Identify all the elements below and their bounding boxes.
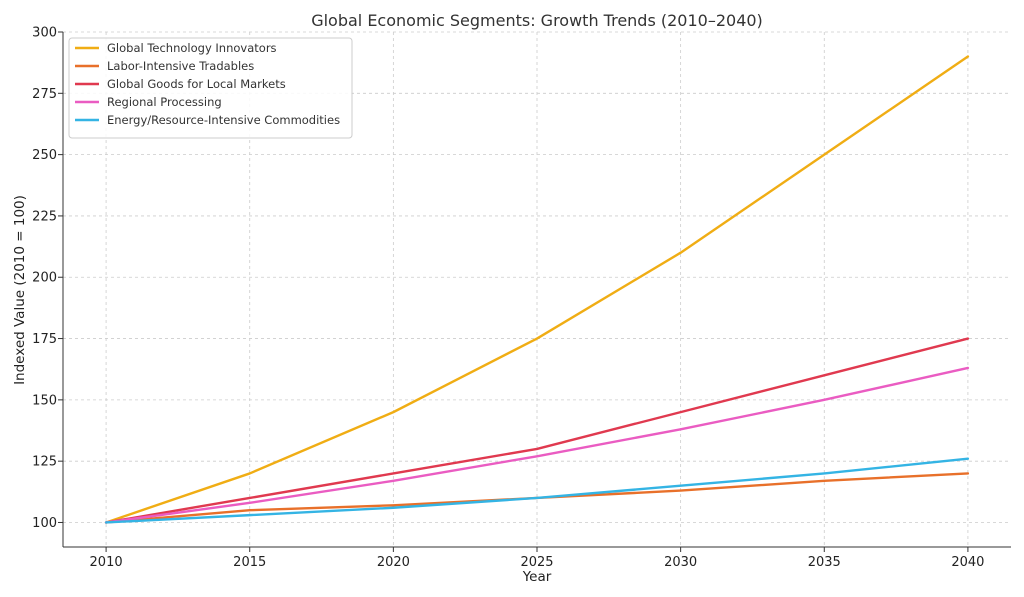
x-tick-label: 2010 bbox=[90, 555, 123, 570]
series-line-regional-processing bbox=[104, 366, 970, 524]
series-line-global-technology-innovators bbox=[104, 55, 970, 524]
legend-item: Energy/Resource-Intensive Commodities bbox=[75, 113, 340, 127]
y-tick-label: 225 bbox=[32, 209, 57, 224]
x-tick-label: 2040 bbox=[951, 555, 984, 570]
x-tick-label: 2035 bbox=[808, 555, 841, 570]
legend-label: Regional Processing bbox=[107, 95, 222, 109]
y-tick-label: 125 bbox=[32, 455, 57, 470]
series-line-energy-resource-intensive-commodities bbox=[104, 457, 970, 524]
x-axis-ticks: 2010 2015 2020 2025 2030 2035 2040 bbox=[90, 547, 984, 570]
y-tick-label: 175 bbox=[32, 332, 57, 347]
legend-label: Labor-Intensive Tradables bbox=[107, 59, 254, 73]
x-tick-label: 2030 bbox=[664, 555, 697, 570]
y-tick-label: 275 bbox=[32, 87, 57, 102]
y-tick-label: 200 bbox=[32, 271, 57, 286]
series-line-global-goods-for-local-markets bbox=[104, 337, 970, 524]
legend-item: Global Technology Innovators bbox=[75, 41, 277, 55]
y-tick-label: 150 bbox=[32, 393, 57, 408]
legend-label: Global Technology Innovators bbox=[107, 41, 277, 55]
legend-box bbox=[68, 37, 353, 139]
legend-item: Regional Processing bbox=[75, 95, 222, 109]
legend-label: Global Goods for Local Markets bbox=[107, 77, 286, 91]
x-tick-label: 2025 bbox=[520, 555, 553, 570]
y-tick-label: 300 bbox=[32, 26, 57, 41]
y-tick-label: 250 bbox=[32, 148, 57, 163]
legend-item: Labor-Intensive Tradables bbox=[75, 59, 254, 73]
series-lines bbox=[104, 55, 970, 524]
legend: Global Technology Innovators Labor-Intens… bbox=[68, 37, 353, 139]
x-tick-label: 2015 bbox=[233, 555, 266, 570]
y-tick-label: 100 bbox=[32, 516, 57, 531]
x-axis-label: Year bbox=[522, 569, 552, 585]
y-axis-ticks: 100 125 150 175 200 225 250 275 300 bbox=[32, 26, 63, 531]
legend-item: Global Goods for Local Markets bbox=[75, 77, 286, 91]
legend-label: Energy/Resource-Intensive Commodities bbox=[107, 113, 340, 127]
y-axis-label: Indexed Value (2010 = 100) bbox=[12, 195, 28, 385]
grid bbox=[63, 31, 1011, 547]
chart-title: Global Economic Segments: Growth Trends … bbox=[311, 11, 763, 30]
x-tick-label: 2020 bbox=[377, 555, 410, 570]
